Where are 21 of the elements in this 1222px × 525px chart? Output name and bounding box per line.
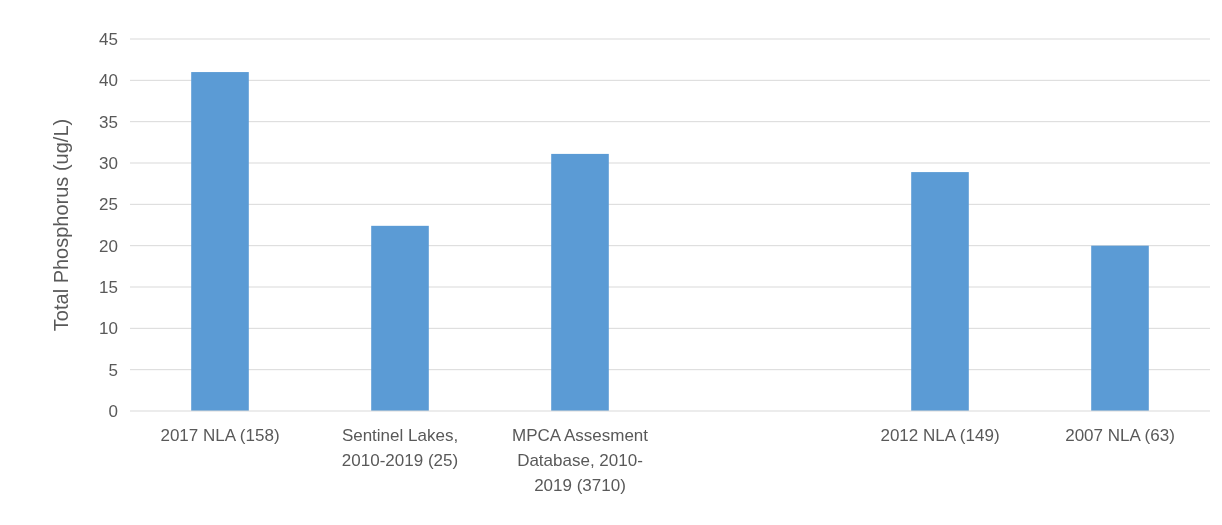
bar bbox=[371, 225, 429, 411]
x-tick-label: 2007 NLA (63) bbox=[1065, 426, 1175, 445]
y-tick-label: 5 bbox=[108, 360, 118, 380]
x-tick-label: Sentinel Lakes, 2010-2019 (25) bbox=[341, 426, 459, 470]
y-tick-label: 40 bbox=[99, 71, 118, 91]
bar bbox=[191, 72, 249, 411]
x-tick-label: 2017 NLA (158) bbox=[160, 426, 280, 445]
y-tick-label: 15 bbox=[99, 277, 118, 297]
bar bbox=[1091, 245, 1149, 411]
bar bbox=[551, 153, 609, 411]
y-axis-title: Total Phosphorus (ug/L) bbox=[50, 118, 72, 332]
y-tick-label: 30 bbox=[99, 153, 118, 173]
bar bbox=[911, 172, 969, 411]
y-tick-label: 35 bbox=[99, 112, 118, 132]
y-tick-label: 45 bbox=[99, 29, 118, 49]
y-tick-label: 10 bbox=[99, 319, 118, 339]
y-tick-label: 0 bbox=[108, 401, 118, 421]
x-tick-label: MPCA Assesment Database, 2010-2019 (3710) bbox=[511, 426, 649, 495]
x-tick-label: 2012 NLA (149) bbox=[880, 426, 1000, 445]
y-tick-label: 25 bbox=[99, 195, 118, 215]
y-tick-label: 20 bbox=[99, 236, 118, 256]
